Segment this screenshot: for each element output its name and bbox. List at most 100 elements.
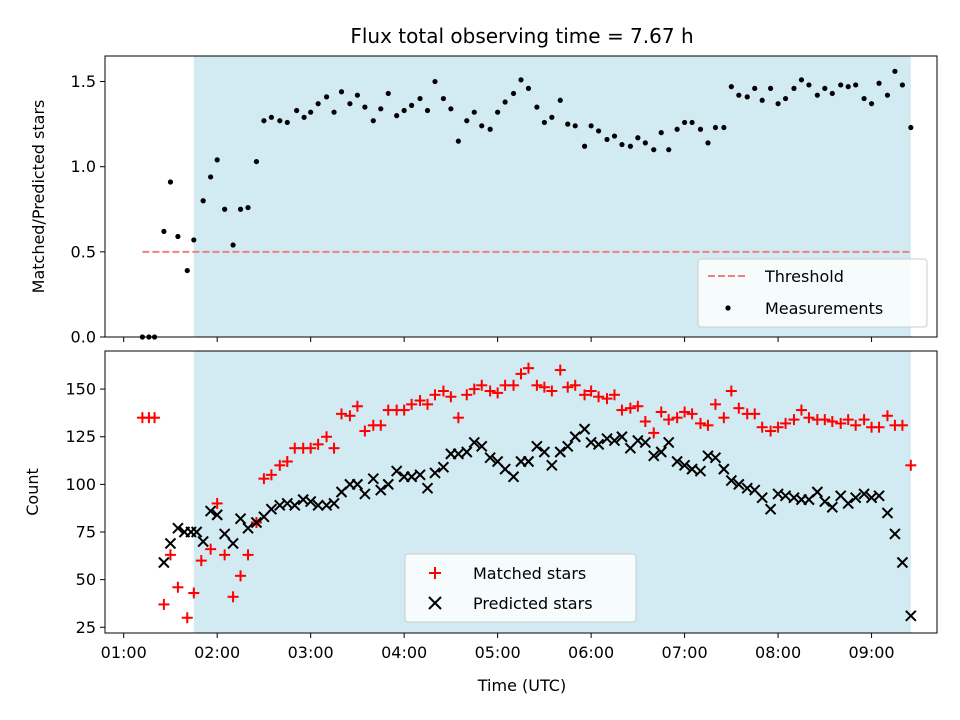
measurement-point: [736, 92, 742, 98]
matched-star-point: [772, 421, 784, 433]
matched-star-point: [694, 417, 706, 429]
predicted-star-point: [873, 490, 885, 502]
measurement-point: [838, 82, 844, 88]
matched-star-point: [733, 402, 745, 414]
matched-star-point: [725, 385, 737, 397]
measurement-point: [674, 126, 680, 132]
matched-star-point: [149, 412, 161, 424]
measurement-point: [721, 124, 727, 131]
measurement-point: [417, 95, 423, 102]
legend-matched-label: Matched stars: [473, 564, 586, 583]
predicted-star-point: [484, 451, 496, 464]
matched-star-point: [835, 417, 847, 429]
count-legend-box: [404, 553, 637, 623]
matched-star-point: [336, 408, 348, 420]
predicted-star-point: [562, 440, 574, 452]
matched-star-point: [709, 398, 721, 410]
count-y-axis-label: Count: [23, 468, 42, 516]
matched-star-point: [492, 387, 504, 399]
matched-star-point: [538, 381, 550, 393]
measurement-point: [432, 78, 438, 85]
predicted-star-point: [671, 455, 683, 468]
ratio-y-axis-label: Matched/Predicted stars: [29, 100, 48, 294]
matched-star-point: [608, 389, 620, 401]
measurement-point: [308, 109, 314, 115]
predicted-star-point: [756, 492, 768, 504]
legend-predicted-label: Predicted stars: [473, 594, 593, 613]
matched-star-point: [826, 416, 838, 427]
predicted-star-point: [826, 501, 839, 513]
matched-star-point: [632, 400, 644, 412]
matched-star-point: [265, 469, 277, 481]
predicted-star-point: [608, 434, 621, 447]
measurement-point: [354, 92, 361, 98]
matched-star-point: [554, 364, 566, 376]
measurement-point: [479, 123, 485, 129]
y-tick-label: 1.0: [71, 157, 96, 176]
measurement-point: [471, 109, 477, 115]
predicted-star-point: [811, 486, 824, 498]
predicted-star-point: [889, 528, 901, 540]
predicted-star-point: [578, 423, 591, 435]
x-tick-label: 08:00: [755, 643, 801, 662]
matched-star-point: [484, 385, 496, 397]
predicted-star-point: [204, 505, 217, 517]
matched-star-point: [158, 598, 170, 610]
predicted-star-point: [694, 465, 707, 477]
predicted-star-point: [655, 446, 667, 458]
y-tick-label: 125: [65, 427, 96, 446]
measurement-point: [237, 206, 244, 212]
predicted-star-point: [905, 610, 917, 622]
matched-star-point: [756, 421, 768, 433]
ratio-panel-frame: [104, 55, 938, 338]
measurement-point: [845, 84, 851, 90]
measurement-point: [378, 106, 384, 112]
measurement-point: [268, 114, 274, 120]
count-x-ticks: 01:00 02:00 03:00 04:00 05:00 06:00 07:00 08:00…: [101, 633, 895, 662]
x-tick-label: 01:00: [101, 643, 147, 662]
measurement-point: [666, 147, 672, 153]
predicted-star-point: [437, 461, 450, 473]
measurement-point: [261, 118, 267, 124]
measurement-point: [565, 121, 571, 127]
predicted-star-point: [725, 474, 738, 487]
predicted-star-point: [227, 537, 239, 550]
matched-star-point: [188, 587, 200, 599]
matched-star-point: [546, 385, 558, 397]
chart-title: Flux total observing time = 7.67 h: [350, 24, 693, 48]
measurement-point: [705, 140, 711, 146]
measurement-point: [728, 84, 734, 90]
measurement-point: [495, 109, 501, 115]
matched-star-point: [468, 383, 480, 395]
measurement-point: [752, 85, 758, 91]
predicted-star-point: [429, 467, 441, 479]
matched-stars-points: [136, 362, 917, 624]
matched-star-point: [655, 406, 667, 418]
measurement-point: [222, 206, 228, 212]
measurement-point: [604, 136, 610, 143]
measurement-point: [331, 109, 337, 115]
matched-star-point: [305, 442, 317, 454]
measurement-point: [230, 242, 236, 248]
measurement-point: [409, 102, 415, 108]
measurement-point: [347, 101, 353, 107]
predicted-star-point: [158, 556, 170, 569]
measurement-point: [277, 118, 283, 124]
matched-star-point: [896, 419, 908, 431]
x-tick-label: 07:00: [662, 643, 708, 662]
measurement-point: [385, 90, 391, 97]
predicted-star-point: [662, 436, 675, 449]
predicted-star-point: [849, 492, 862, 504]
measurement-point: [284, 119, 290, 126]
matched-star-point: [375, 419, 387, 431]
y-tick-label: 150: [65, 380, 96, 399]
count-panel: 25 50 75 100 125 150 01:00 02:00 03:00 04:00 05:0…: [23, 350, 938, 695]
matched-star-point: [242, 549, 254, 561]
matched-star-point: [562, 381, 574, 393]
matched-star-point: [905, 459, 917, 471]
predicted-star-point: [304, 495, 317, 508]
matched-star-point: [195, 555, 207, 567]
predicted-star-point: [531, 440, 543, 452]
y-tick-label: 100: [65, 475, 96, 494]
